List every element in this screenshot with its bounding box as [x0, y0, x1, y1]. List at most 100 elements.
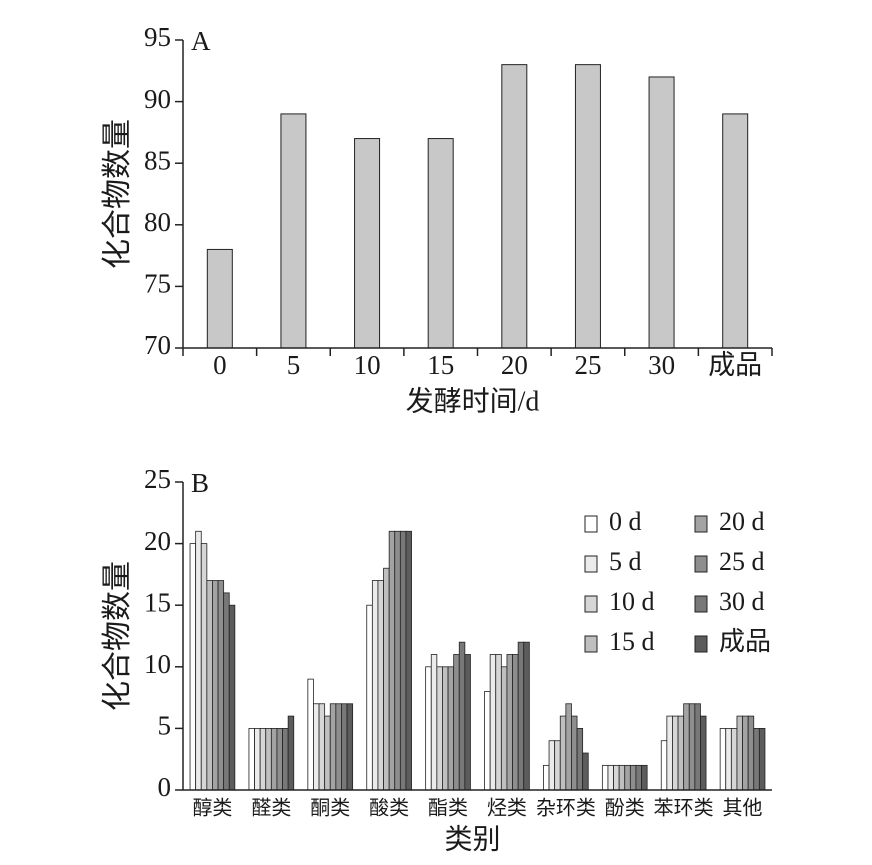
y-tick-label: 95 [144, 22, 171, 52]
bar [371, 580, 379, 791]
x-tick-label: 5 [287, 350, 301, 380]
bar [500, 666, 508, 791]
bar [641, 764, 648, 791]
panel-label: B [191, 468, 209, 498]
bar [259, 728, 267, 791]
y-tick-label: 10 [144, 649, 171, 679]
bar [453, 654, 460, 791]
bar [377, 580, 384, 791]
bar [725, 728, 732, 791]
bar [282, 728, 289, 791]
x-tick-label: 酸类 [369, 797, 409, 820]
bar [394, 530, 401, 791]
bar [425, 666, 432, 791]
bar [548, 740, 556, 791]
bar [512, 654, 519, 791]
bar [666, 715, 673, 791]
bar [405, 530, 412, 791]
y-tick-label: 5 [158, 711, 172, 741]
bar [571, 715, 578, 791]
bar [517, 641, 525, 791]
panel-label: A [191, 26, 211, 56]
legend-label: 25 d [719, 547, 765, 576]
legend-swatch [694, 635, 708, 653]
legend-swatch [584, 555, 598, 573]
x-tick-label: 20 [501, 350, 528, 380]
bar [736, 715, 743, 791]
bar [489, 654, 497, 791]
bar [313, 703, 320, 791]
bar [565, 703, 572, 791]
legend-label: 5 d [609, 547, 642, 576]
legend-label: 15 d [609, 627, 655, 656]
bar [346, 703, 354, 791]
bar [228, 604, 236, 791]
x-axis-label: 类别 [444, 823, 500, 855]
x-tick-label: 杂环类 [536, 797, 596, 820]
bar [694, 703, 701, 791]
bar [276, 728, 283, 791]
legend-label: 30 d [719, 587, 765, 616]
bar [354, 138, 381, 349]
y-tick-label: 25 [144, 464, 171, 494]
bar [582, 752, 589, 791]
bar [464, 654, 471, 791]
x-tick-label: 0 [213, 350, 227, 380]
y-tick-label: 20 [144, 526, 171, 556]
bar [722, 113, 749, 349]
y-tick-label: 75 [144, 269, 171, 299]
y-tick-label: 70 [144, 330, 171, 360]
legend-swatch [694, 515, 708, 533]
bar [660, 740, 668, 791]
bar [200, 543, 208, 791]
x-tick-label: 15 [427, 350, 454, 380]
bar [753, 728, 760, 791]
bar [747, 715, 755, 791]
bar [307, 678, 314, 791]
bar [436, 666, 443, 791]
bar [318, 703, 326, 791]
legend-label: 成品 [719, 627, 771, 656]
bar [523, 641, 530, 791]
bar [601, 764, 609, 791]
bar [189, 543, 197, 791]
legend-label: 20 d [719, 507, 765, 536]
bar [758, 728, 766, 791]
bar [399, 530, 407, 791]
bar [688, 703, 696, 791]
y-tick-label: 0 [158, 772, 172, 802]
x-tick-label: 酚类 [605, 797, 645, 820]
bar [388, 530, 396, 791]
bar [613, 764, 620, 791]
bar [559, 715, 567, 791]
x-tick-label: 烃类 [487, 797, 527, 820]
bar [254, 728, 261, 791]
legend-swatch [694, 595, 708, 613]
bar [324, 715, 331, 791]
bar [629, 764, 637, 791]
x-tick-label: 10 [354, 350, 381, 380]
bar [341, 703, 348, 791]
y-axis-label: 化合物数量 [101, 119, 134, 269]
bar [719, 728, 727, 791]
bar [543, 764, 550, 791]
legend-swatch [584, 635, 598, 653]
bar [223, 592, 230, 791]
bar [206, 580, 213, 791]
bar [458, 641, 466, 791]
x-tick-label: 酮类 [310, 797, 350, 820]
x-tick-label: 醛类 [251, 797, 291, 820]
bar [195, 530, 202, 791]
bar [366, 604, 373, 791]
bar [329, 703, 337, 791]
bar [730, 728, 738, 791]
bar [248, 728, 255, 791]
bar [270, 728, 278, 791]
bar [335, 703, 342, 791]
x-tick-label: 25 [574, 350, 601, 380]
y-tick-label: 15 [144, 587, 171, 617]
bar [217, 580, 225, 791]
bar [427, 138, 454, 349]
x-tick-label: 成品 [708, 350, 762, 380]
